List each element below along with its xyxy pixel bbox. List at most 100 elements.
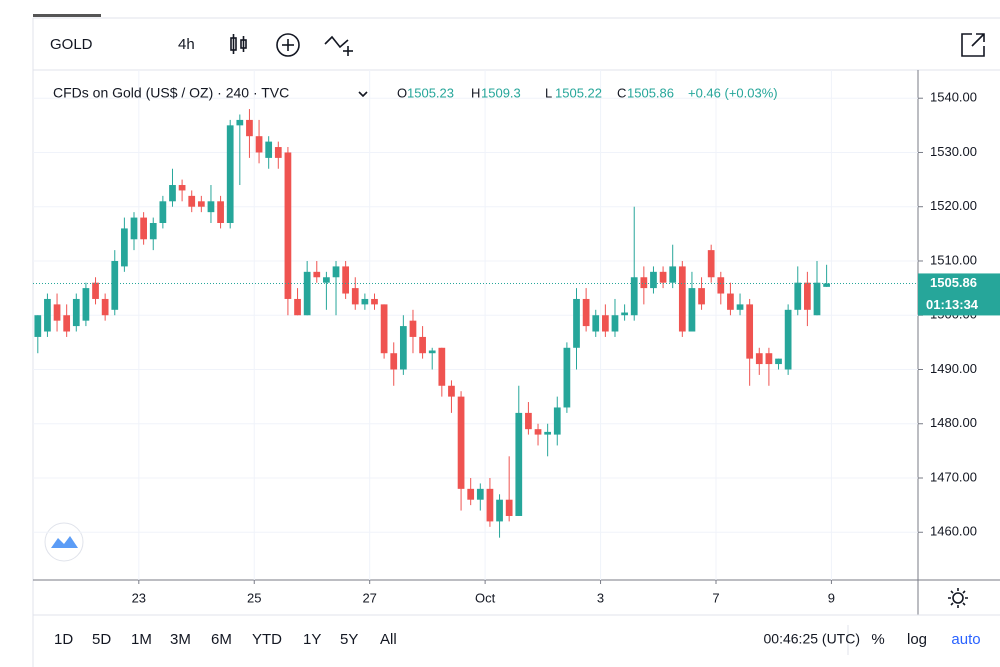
- add-indicator-icon[interactable]: [276, 33, 300, 57]
- candle-body: [265, 141, 273, 158]
- candle-body: [226, 125, 234, 223]
- fullscreen-icon[interactable]: [961, 33, 985, 57]
- candle-body: [323, 277, 330, 283]
- range-button[interactable]: 3M: [170, 631, 191, 648]
- candle-body: [274, 147, 282, 158]
- candle-body: [44, 298, 51, 332]
- range-button[interactable]: 1M: [131, 631, 152, 648]
- candle-body: [313, 271, 321, 278]
- candle-body: [813, 282, 821, 316]
- legend-value: 1505.23: [407, 85, 454, 100]
- auto-toggle[interactable]: auto: [951, 631, 980, 648]
- candle-body: [601, 315, 609, 332]
- candle-body: [505, 499, 513, 516]
- logo[interactable]: [44, 522, 84, 562]
- x-tick-label: 3: [597, 590, 604, 605]
- candle-body: [63, 315, 71, 332]
- y-tick-label: 1530.00: [930, 144, 977, 159]
- legend-dropdown[interactable]: [358, 91, 368, 98]
- candle-body: [111, 260, 119, 310]
- candle-body: [197, 201, 205, 207]
- candle-body: [525, 412, 532, 430]
- candle-body: [650, 271, 657, 289]
- candle-body: [717, 277, 725, 294]
- candle-body: [390, 353, 398, 370]
- candle-body: [294, 298, 301, 316]
- candle-body: [746, 304, 754, 359]
- x-tick-label: Oct: [475, 590, 496, 605]
- y-tick-label: 1470.00: [930, 469, 977, 484]
- range-button[interactable]: 1D: [54, 631, 73, 648]
- candle-body: [53, 304, 61, 321]
- candle-body: [678, 266, 686, 332]
- last-price-box: [918, 273, 1000, 316]
- candle-body: [775, 358, 782, 365]
- candle-body: [611, 315, 619, 332]
- candle-body: [303, 271, 311, 316]
- candle-body: [640, 277, 648, 289]
- candle-body: [169, 185, 176, 202]
- candle-body: [236, 119, 244, 126]
- y-tick-label: 1510.00: [930, 252, 977, 267]
- x-tick-label: 25: [247, 590, 261, 605]
- candle-body: [544, 431, 552, 435]
- candle-body: [82, 288, 90, 321]
- candle-body: [409, 320, 417, 337]
- range-button[interactable]: YTD: [252, 631, 282, 648]
- candle-body: [188, 195, 196, 207]
- range-button[interactable]: All: [380, 631, 397, 648]
- candle-body: [486, 488, 494, 522]
- candle-body: [101, 298, 109, 316]
- candle-body: [438, 347, 446, 386]
- candle-body: [515, 412, 523, 516]
- legend-value: 1505.22: [555, 85, 602, 100]
- range-button[interactable]: 1Y: [303, 631, 321, 648]
- candle-body: [659, 271, 667, 283]
- compare-icon[interactable]: [324, 35, 353, 56]
- legend-key: C: [617, 85, 626, 100]
- x-tick-label: 23: [132, 590, 146, 605]
- candle-body: [534, 429, 542, 435]
- last-price-label: 1505.86: [930, 275, 977, 290]
- percent-toggle[interactable]: %: [871, 631, 884, 648]
- candle-body: [698, 288, 705, 305]
- range-button[interactable]: 6M: [211, 631, 232, 648]
- legend-value: 1509.3: [481, 85, 521, 100]
- candle-body: [380, 304, 388, 354]
- candle-body: [342, 266, 350, 294]
- candle-body: [553, 407, 561, 435]
- candle-body: [573, 298, 580, 348]
- candle-body: [476, 488, 484, 500]
- candle-body: [755, 353, 763, 365]
- x-tick-label: 27: [362, 590, 376, 605]
- candle-body: [707, 250, 715, 278]
- candle-body: [34, 315, 42, 337]
- settings-icon[interactable]: [948, 588, 968, 608]
- candles-icon[interactable]: [230, 34, 247, 54]
- legend-key: L: [545, 85, 552, 100]
- y-tick-label: 1490.00: [930, 361, 977, 376]
- candle-body: [284, 152, 292, 299]
- candle-body: [765, 353, 773, 365]
- candle-body: [149, 223, 157, 240]
- interval[interactable]: 4h: [178, 36, 195, 53]
- log-toggle[interactable]: log: [907, 631, 927, 648]
- candle-body: [178, 185, 186, 191]
- range-button[interactable]: 5Y: [340, 631, 358, 648]
- legend-title: CFDs on Gold (US$ / OZ) · 240 · TVC: [53, 85, 289, 101]
- candle-body: [563, 347, 571, 408]
- candle-body: [255, 136, 263, 153]
- candle-body: [140, 217, 147, 240]
- y-tick-label: 1460.00: [930, 524, 977, 539]
- range-button[interactable]: 5D: [92, 631, 111, 648]
- y-tick-label: 1540.00: [930, 90, 977, 105]
- tab-indicator: [33, 14, 101, 17]
- candle-body: [419, 336, 426, 354]
- y-tick-label: 1480.00: [930, 415, 977, 430]
- candle-body: [72, 298, 80, 327]
- candle-body: [727, 293, 734, 310]
- candle-body: [217, 201, 224, 223]
- symbol[interactable]: GOLD: [50, 36, 93, 53]
